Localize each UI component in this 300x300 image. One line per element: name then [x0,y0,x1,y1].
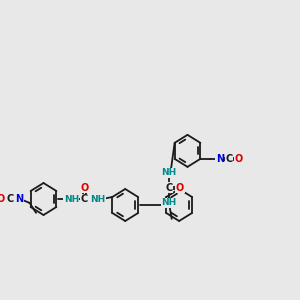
Text: NH: NH [64,194,79,203]
Text: O: O [234,154,243,164]
Text: C: C [165,183,172,193]
Text: O: O [0,194,5,204]
Text: C: C [81,194,88,204]
Text: O: O [80,183,88,193]
Text: NH: NH [161,198,176,207]
Text: C: C [226,154,233,164]
Text: O: O [176,183,184,193]
Text: NH: NH [90,194,105,203]
Text: N: N [216,154,224,164]
Text: N: N [15,194,23,204]
Text: C: C [6,194,14,204]
Text: NH: NH [161,168,176,177]
